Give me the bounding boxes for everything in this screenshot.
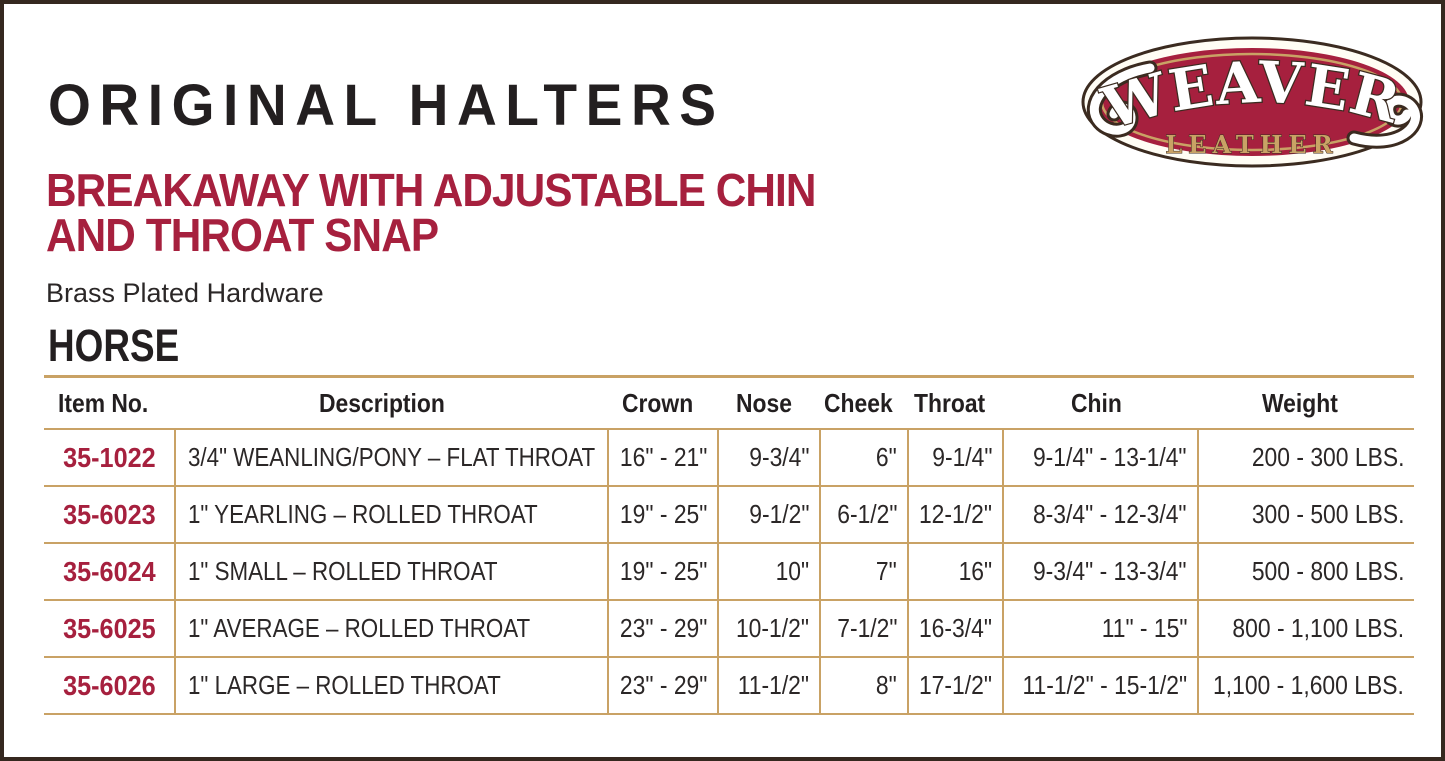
crown-cell: 23" - 29" <box>607 658 717 713</box>
description-cell: 1" AVERAGE – ROLLED THROAT <box>174 601 607 656</box>
col-header-nose: Nose <box>736 387 793 418</box>
product-subtitle: BREAKAWAY WITH ADJUSTABLE CHIN AND THROA… <box>46 164 882 261</box>
weight-cell: 1,100 - 1,600 LBS. <box>1197 658 1414 713</box>
weaver-leather-logo: WEAVER LEATHER <box>1081 36 1423 168</box>
throat-cell: 12-1/2" <box>907 487 1002 542</box>
col-header-description: Description <box>318 387 445 418</box>
subtitle-line-1: BREAKAWAY WITH ADJUSTABLE CHIN <box>46 164 816 216</box>
crown-cell: 19" - 25" <box>607 544 717 599</box>
spec-table: Item No. Description Crown Nose Cheek Th… <box>44 375 1414 715</box>
nose-cell: 11-1/2" <box>717 658 819 713</box>
col-header-item-no: Item No. <box>58 387 149 418</box>
page-title-text: ORIGINAL HALTERS <box>48 73 725 138</box>
item-no-cell: 35-6024 <box>62 555 156 587</box>
description-cell: 1" LARGE – ROLLED THROAT <box>174 658 607 713</box>
cheek-cell: 7" <box>819 544 907 599</box>
logo-swash-left-icon <box>1086 60 1158 138</box>
item-no-cell: 35-1022 <box>62 441 156 473</box>
nose-cell: 10" <box>717 544 819 599</box>
col-header-weight: Weight <box>1262 387 1339 418</box>
table-row: 35-6024 1" SMALL – ROLLED THROAT 19" - 2… <box>44 544 1414 601</box>
weight-cell: 800 - 1,100 LBS. <box>1197 601 1414 656</box>
subtitle-line-2: AND THROAT SNAP <box>46 209 439 261</box>
table-header-row: Item No. Description Crown Nose Cheek Th… <box>44 378 1414 430</box>
logo-swash-right-icon <box>1346 92 1423 149</box>
weight-cell: 300 - 500 LBS. <box>1197 487 1414 542</box>
nose-cell: 10-1/2" <box>717 601 819 656</box>
crown-cell: 19" - 25" <box>607 487 717 542</box>
description-cell: 1" YEARLING – ROLLED THROAT <box>174 487 607 542</box>
cheek-cell: 8" <box>819 658 907 713</box>
cheek-cell: 6-1/2" <box>819 487 907 542</box>
logo-red-oval <box>1095 48 1409 156</box>
chin-cell: 8-3/4" - 12-3/4" <box>1002 487 1197 542</box>
col-header-crown: Crown <box>621 387 693 418</box>
item-no-cell: 35-6023 <box>62 498 156 530</box>
logo-subbrand-text: LEATHER <box>1165 130 1338 159</box>
chin-cell: 9-1/4" - 13-1/4" <box>1002 430 1197 485</box>
item-no-cell: 35-6026 <box>62 669 156 701</box>
crown-cell: 23" - 29" <box>607 601 717 656</box>
throat-cell: 16-3/4" <box>907 601 1002 656</box>
col-header-cheek: Cheek <box>823 387 893 418</box>
table-row: 35-6025 1" AVERAGE – ROLLED THROAT 23" -… <box>44 601 1414 658</box>
chin-cell: 11" - 15" <box>1002 601 1197 656</box>
cheek-cell: 7-1/2" <box>819 601 907 656</box>
throat-cell: 9-1/4" <box>907 430 1002 485</box>
table-row: 35-1022 3/4" WEANLING/PONY – FLAT THROAT… <box>44 430 1414 487</box>
crown-cell: 16" - 21" <box>607 430 717 485</box>
col-header-throat: Throat <box>914 387 986 418</box>
nose-cell: 9-3/4" <box>717 430 819 485</box>
item-no-cell: 35-6025 <box>62 612 156 644</box>
nose-cell: 9-1/2" <box>717 487 819 542</box>
cheek-cell: 6" <box>819 430 907 485</box>
throat-cell: 16" <box>907 544 1002 599</box>
hardware-note: Brass Plated Hardware <box>46 278 324 308</box>
col-header-chin: Chin <box>1070 387 1122 418</box>
description-cell: 1" SMALL – ROLLED THROAT <box>174 544 607 599</box>
chin-cell: 11-1/2" - 15-1/2" <box>1002 658 1197 713</box>
description-cell: 3/4" WEANLING/PONY – FLAT THROAT <box>174 430 607 485</box>
chin-cell: 9-3/4" - 13-3/4" <box>1002 544 1197 599</box>
throat-cell: 17-1/2" <box>907 658 1002 713</box>
section-heading-horse: HORSE <box>48 320 180 371</box>
page-title: ORIGINAL HALTERS <box>48 72 760 139</box>
weight-cell: 200 - 300 LBS. <box>1197 430 1414 485</box>
table-row: 35-6023 1" YEARLING – ROLLED THROAT 19" … <box>44 487 1414 544</box>
weight-cell: 500 - 800 LBS. <box>1197 544 1414 599</box>
table-row: 35-6026 1" LARGE – ROLLED THROAT 23" - 2… <box>44 658 1414 715</box>
